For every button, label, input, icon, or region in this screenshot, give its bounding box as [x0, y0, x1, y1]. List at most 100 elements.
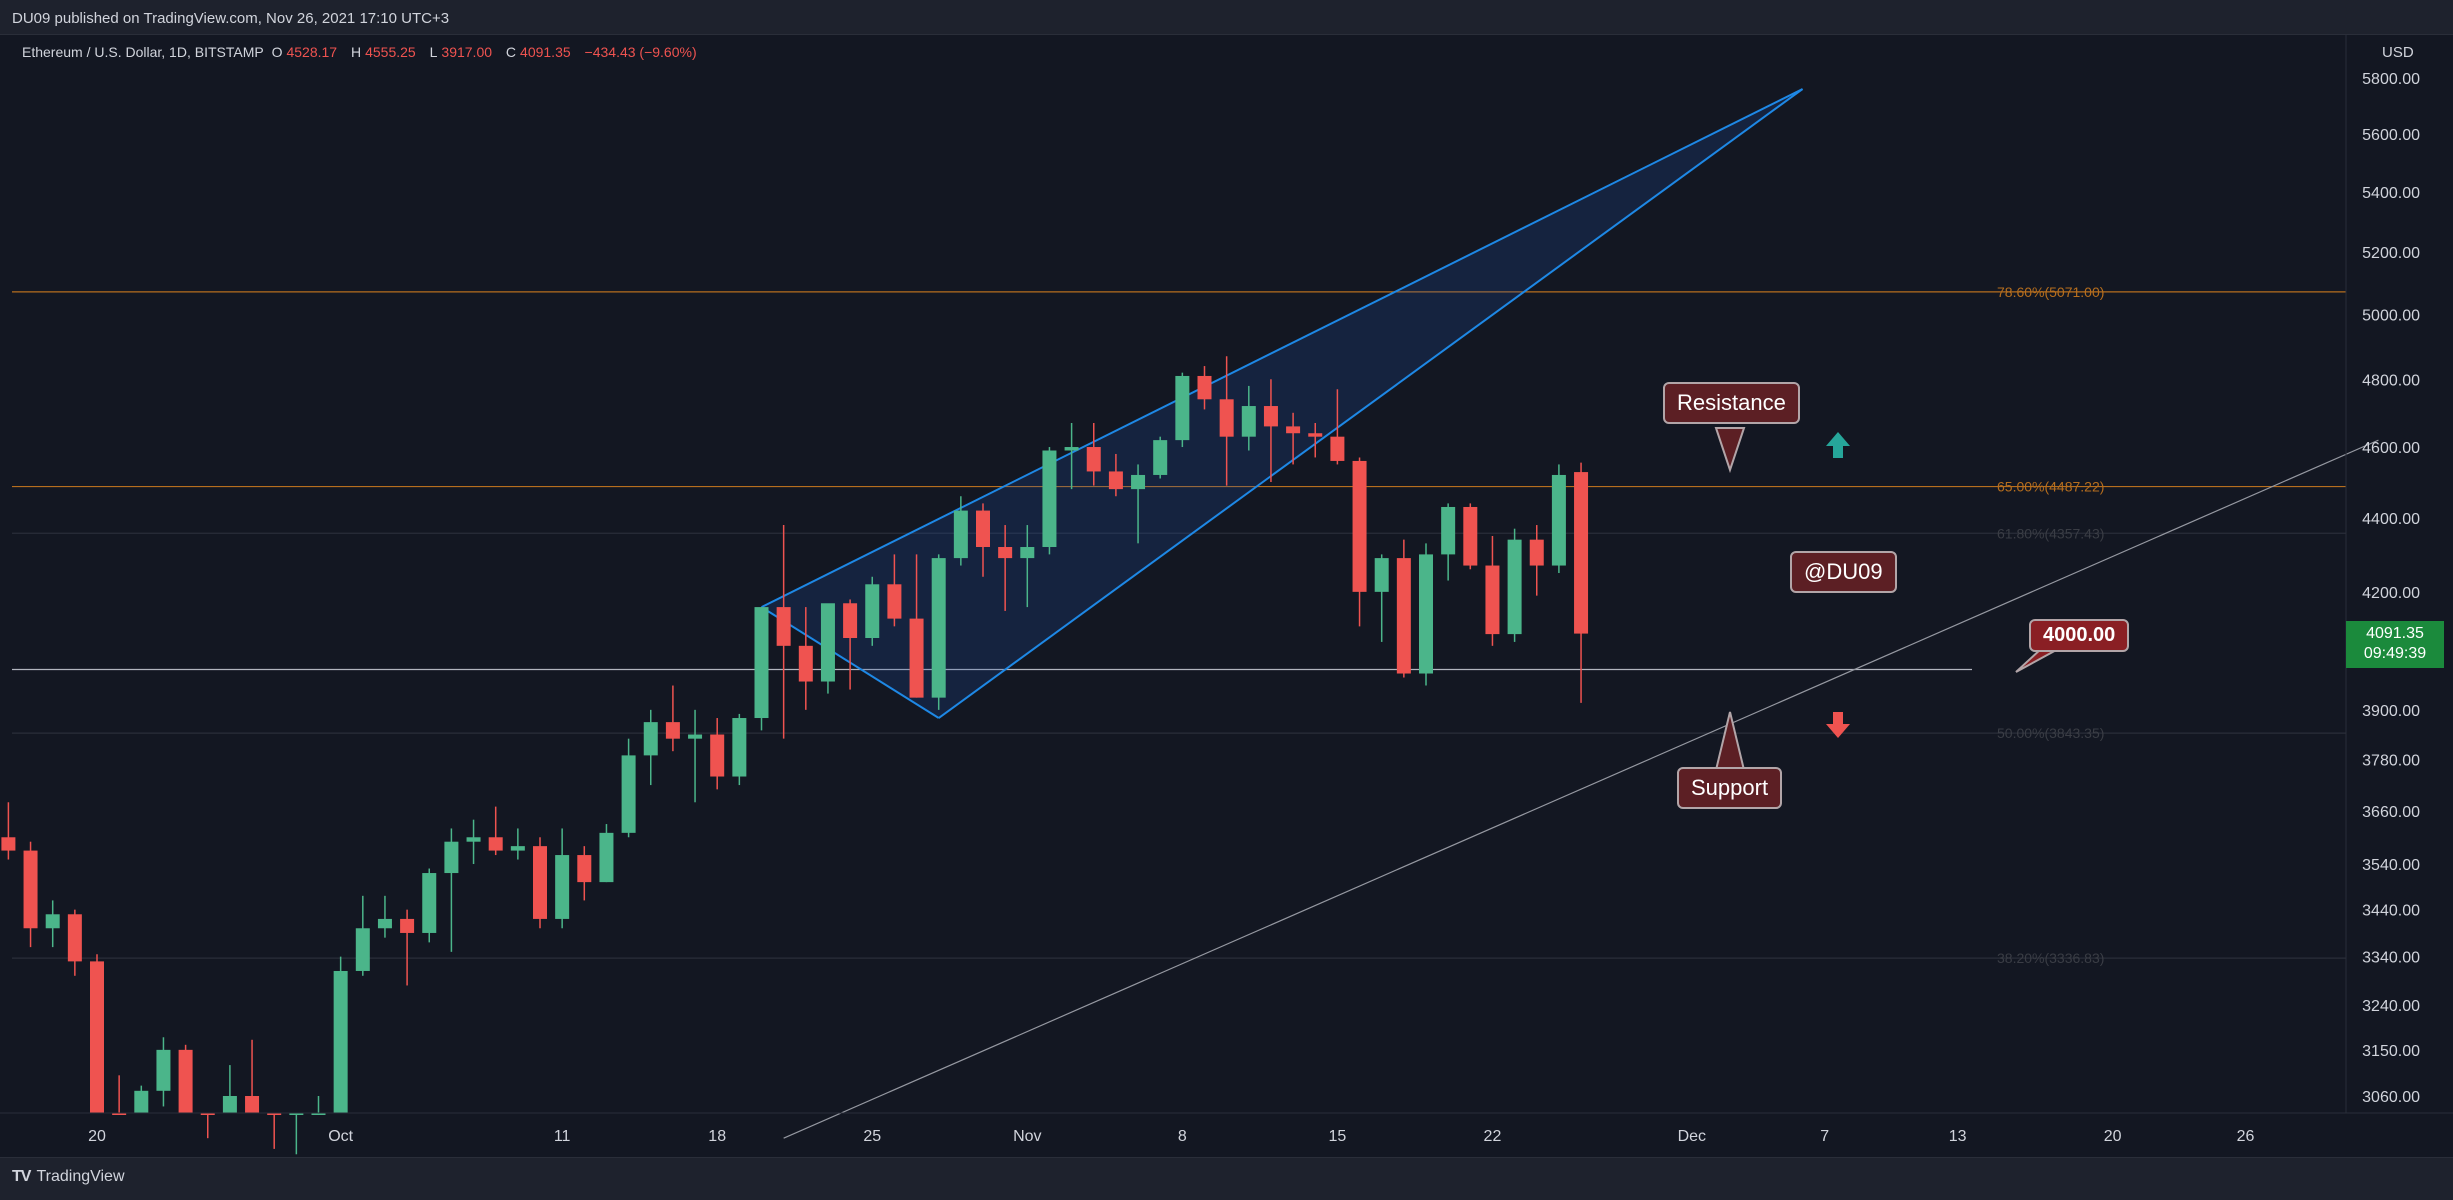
candle-body: [1507, 539, 1522, 635]
candle: [1396, 539, 1411, 678]
fib-level-label: 65.00%(4487.22): [1997, 479, 2104, 495]
candle-body: [1020, 547, 1035, 559]
candle: [488, 806, 503, 856]
candle-body: [688, 734, 703, 739]
candle: [577, 846, 592, 901]
candle-body: [466, 837, 481, 842]
candle: [178, 1044, 193, 1113]
candle-body: [643, 722, 658, 756]
candle: [222, 1065, 237, 1113]
candle: [1507, 528, 1522, 642]
last-price: 4091.35: [2366, 625, 2424, 642]
candle-body: [754, 607, 769, 719]
candle: [289, 1113, 304, 1155]
candle: [976, 503, 990, 577]
candle: [400, 909, 415, 986]
candle: [843, 599, 858, 690]
candle: [67, 909, 82, 976]
candle-body: [1286, 426, 1301, 434]
candle: [909, 554, 924, 698]
candle-body: [665, 722, 680, 739]
candle: [732, 713, 747, 786]
support-trendline[interactable]: [783, 439, 2379, 1139]
y-tick-label: 3060.00: [2362, 1089, 2420, 1106]
candle-body: [333, 970, 348, 1113]
candle-body: [1374, 558, 1389, 592]
wedge-lower-line[interactable]: [938, 88, 1804, 719]
y-tick-label: 3780.00: [2362, 753, 2420, 770]
symbol-name: Ethereum / U.S. Dollar, 1D, BITSTAMP: [22, 44, 264, 60]
candle-body: [1064, 447, 1079, 451]
candle-body: [1263, 406, 1278, 427]
candle-body: [1197, 375, 1212, 400]
x-tick-label: 13: [1949, 1128, 1967, 1145]
candle-body: [200, 1113, 215, 1115]
candle-body: [112, 1113, 127, 1115]
candle: [665, 685, 680, 752]
candle: [931, 554, 946, 710]
candle-body: [555, 855, 570, 919]
y-tick-label: 5600.00: [2362, 127, 2420, 144]
candle-body: [377, 918, 392, 929]
y-tick-label: 3440.00: [2362, 903, 2420, 920]
high-label: H: [350, 44, 362, 60]
tradingview-brand[interactable]: TV TradingView: [12, 1168, 125, 1186]
candle: [333, 956, 348, 1113]
candle: [998, 525, 1013, 611]
candle: [953, 496, 968, 566]
candle: [1153, 436, 1168, 479]
candle: [510, 828, 525, 860]
candle-body: [1529, 539, 1544, 566]
resistance-callout[interactable]: Resistance: [1663, 382, 1800, 424]
y-tick-label: 4800.00: [2362, 372, 2420, 389]
support-callout[interactable]: Support: [1677, 767, 1783, 809]
candle: [1131, 464, 1146, 544]
candle-body: [178, 1049, 193, 1113]
y-tick-label: 4200.00: [2362, 585, 2420, 602]
candle: [444, 828, 459, 952]
candle-body: [820, 603, 835, 682]
candle: [1485, 535, 1500, 646]
candle-body: [1, 837, 16, 851]
close-value: 4091.35: [520, 44, 571, 60]
candle: [1308, 422, 1323, 458]
fib-level-label: 78.60%(5071.00): [1997, 284, 2104, 300]
candle-body: [798, 645, 813, 682]
candle: [776, 525, 791, 739]
level-callout[interactable]: 4000.00: [2029, 619, 2130, 652]
candle-body: [1108, 471, 1123, 490]
x-tick-label: 11: [554, 1128, 571, 1145]
candle: [533, 837, 547, 929]
author-callout[interactable]: @DU09: [1790, 551, 1897, 593]
candle: [311, 1096, 326, 1115]
candle-body: [45, 914, 60, 929]
arrows: [1714, 427, 2061, 771]
candle-body: [1086, 447, 1101, 472]
candle-body: [577, 855, 592, 883]
open-label: O: [271, 44, 283, 60]
candle-body: [776, 607, 791, 646]
wedge-upper-line[interactable]: [761, 88, 1803, 608]
bottom-bar: [0, 1157, 2453, 1200]
x-tick-label: 8: [1178, 1128, 1187, 1145]
symbol-legend: Ethereum / U.S. Dollar, 1D, BITSTAMP O 45…: [22, 44, 707, 60]
candle: [267, 1113, 282, 1149]
y-tick-label: 3240.00: [2362, 998, 2420, 1015]
arrow-down-icon: [1826, 712, 1850, 738]
candle-body: [90, 961, 104, 1113]
tradingview-logo-icon: TV: [12, 1168, 31, 1185]
wedge-fill: [761, 89, 1803, 719]
candle-body: [1241, 406, 1256, 437]
candle: [865, 576, 880, 646]
trendline[interactable]: [783, 439, 2379, 1139]
candle: [1263, 379, 1278, 483]
y-tick-label: 3150.00: [2362, 1043, 2420, 1060]
candle-body: [222, 1096, 237, 1113]
x-tick-label: 26: [2237, 1128, 2255, 1145]
currency-label[interactable]: USD: [2382, 44, 2414, 61]
low-label: L: [429, 44, 438, 60]
y-tick-label: 5800.00: [2362, 71, 2420, 88]
candle: [134, 1085, 149, 1113]
candle-body: [843, 603, 858, 639]
